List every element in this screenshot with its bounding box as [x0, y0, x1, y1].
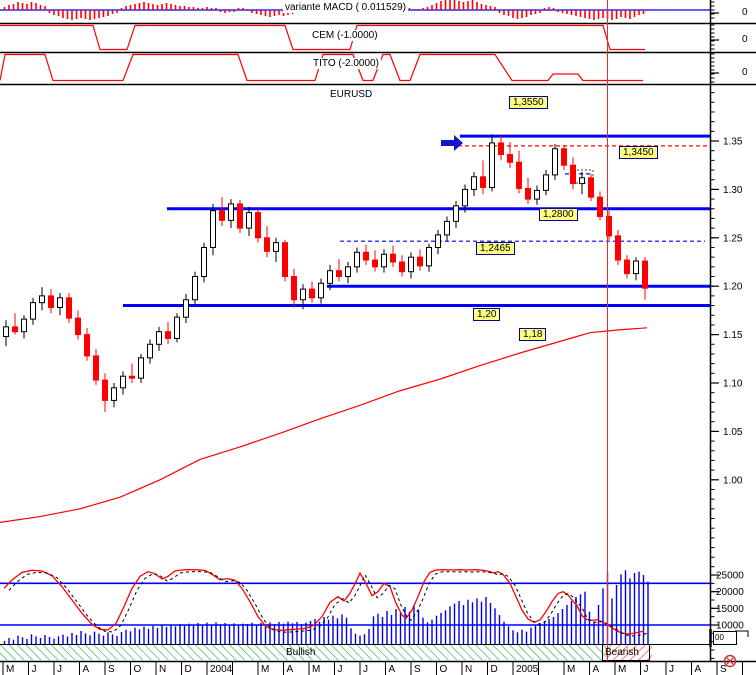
svg-text:S: S: [108, 664, 115, 675]
svg-text:A: A: [593, 664, 600, 675]
svg-text:1.35: 1.35: [723, 137, 743, 148]
svg-text:D: D: [185, 664, 192, 675]
svg-text:2005: 2005: [516, 664, 539, 675]
macd-panel-title: variante MACD ( 0.011529): [283, 2, 408, 13]
svg-text:N: N: [465, 664, 472, 675]
moving-average-line: [0, 327, 648, 523]
price-level-label-13450[interactable]: 1,3450: [619, 146, 658, 159]
svg-text:J: J: [644, 664, 649, 675]
svg-text:M: M: [618, 664, 626, 675]
svg-text:M: M: [567, 664, 575, 675]
tito-axis-zero: 0: [742, 67, 748, 78]
svg-text:J: J: [669, 664, 674, 675]
svg-text:J: J: [363, 664, 368, 675]
svg-text:J: J: [338, 664, 343, 675]
sentiment-band: [0, 644, 652, 661]
svg-text:15000: 15000: [716, 604, 744, 615]
cem-axis-zero: 0: [742, 34, 748, 45]
svg-text:D: D: [491, 664, 498, 675]
price-level-label-118[interactable]: 1,18: [519, 328, 547, 341]
svg-text:2004: 2004: [210, 664, 233, 675]
svg-text:N: N: [159, 664, 166, 675]
svg-text:S: S: [720, 664, 727, 675]
svg-text:25000: 25000: [716, 571, 744, 582]
candles: [3, 134, 648, 413]
symbol-title: EURUSD: [328, 89, 375, 100]
price-level-label-12800[interactable]: 1,2800: [539, 208, 578, 221]
oscillator-lines: [3, 569, 650, 637]
svg-text:M: M: [261, 664, 269, 675]
svg-text:A: A: [695, 664, 702, 675]
svg-text:1.05: 1.05: [723, 427, 743, 438]
svg-text:A: A: [287, 664, 294, 675]
trend-arrow-icon[interactable]: [441, 135, 463, 151]
svg-text:10000: 10000: [716, 621, 744, 632]
svg-text:M: M: [312, 664, 320, 675]
bearish-label: Bearish: [605, 647, 639, 658]
svg-text:O: O: [440, 664, 448, 675]
svg-text:1.10: 1.10: [723, 379, 743, 390]
right-axis: 1.35 1.30 1.25 1.20 1.15 1.10 1.05 1.00 25000 200…: [709, 0, 744, 661]
bullish-label: Bullish: [286, 647, 316, 658]
svg-text:1.15: 1.15: [723, 330, 743, 341]
cem-panel-title: CEM (-1.0000): [310, 30, 380, 41]
readout-frame: [709, 629, 749, 647]
svg-text:A: A: [83, 664, 90, 675]
tito-panel-title: TITO (-2.0000): [311, 58, 381, 69]
price-level-label-12465[interactable]: 1,2465: [476, 242, 515, 255]
panel-dividers: [0, 22, 756, 663]
svg-text:S: S: [414, 664, 421, 675]
svg-text:M: M: [6, 664, 14, 675]
x-axis: M J J A S O N D 2004 M A M J J A S O N D 2005 M A M J J A S: [2, 661, 743, 675]
svg-text:1.25: 1.25: [723, 233, 743, 244]
circled-x-icon[interactable]: [723, 654, 737, 668]
price-level-label-120[interactable]: 1,20: [473, 308, 501, 321]
svg-text:A: A: [389, 664, 396, 675]
svg-text:20000: 20000: [716, 587, 744, 598]
svg-text:J: J: [57, 664, 62, 675]
svg-text:J: J: [32, 664, 37, 675]
readout-box: 00: [713, 631, 737, 645]
tito-line: [0, 53, 643, 82]
cem-line: [0, 24, 645, 51]
svg-text:O: O: [134, 664, 142, 675]
price-level-label-13550[interactable]: 1,3550: [509, 96, 548, 109]
macd-axis-zero: 0: [742, 7, 748, 18]
volume-bars: [0, 570, 710, 644]
svg-text:1.30: 1.30: [723, 185, 743, 196]
svg-text:1.00: 1.00: [723, 475, 743, 486]
svg-text:1.20: 1.20: [723, 282, 743, 293]
